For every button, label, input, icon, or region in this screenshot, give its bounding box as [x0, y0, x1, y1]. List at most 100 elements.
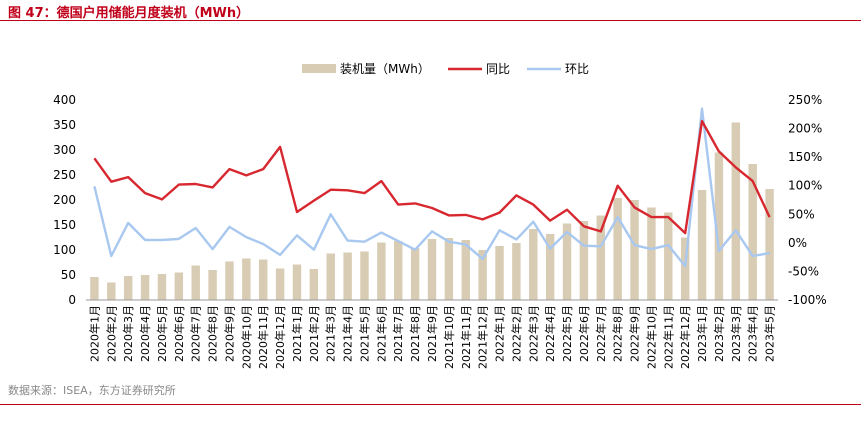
chart-title: 图 47：德国户用储能月度装机（MWh）: [8, 6, 250, 21]
x-tick-label: 2023年3月: [729, 305, 743, 362]
bar: [596, 215, 605, 300]
bar: [714, 152, 724, 300]
bar: [208, 270, 217, 300]
bar: [191, 265, 200, 300]
legend-label-mom: 环比: [565, 62, 589, 76]
x-tick-label: 2021年6月: [374, 305, 388, 362]
left-tick-label: 200: [53, 193, 76, 207]
x-tick-label: 2022年4月: [543, 305, 557, 362]
chart-legend: 装机量（MWh） 同比 环比: [302, 62, 589, 76]
bar: [292, 264, 302, 300]
bar: [225, 261, 234, 300]
left-tick-label: 0: [68, 293, 76, 307]
legend-swatch-bar: [302, 64, 336, 73]
left-tick-label: 50: [61, 268, 76, 282]
x-tick-label: 2023年5月: [763, 305, 777, 362]
x-tick-label: 2021年7月: [391, 305, 405, 362]
x-tick-label: 2020年1月: [87, 305, 101, 362]
bar: [765, 189, 774, 300]
x-tick-label: 2023年1月: [695, 305, 709, 362]
left-y-axis: 0 50 100 150 200 250 300 350 400: [53, 93, 76, 307]
bar: [242, 258, 251, 300]
x-tick-label: 2020年5月: [155, 305, 169, 362]
bar: [697, 190, 707, 300]
right-tick-label: 0%: [788, 236, 807, 250]
bar: [680, 237, 690, 300]
left-tick-label: 350: [53, 118, 76, 132]
x-tick-label: 2021年12月: [476, 305, 490, 369]
right-tick-label: -100%: [788, 293, 827, 307]
x-tick-label: 2022年1月: [493, 305, 507, 362]
bar: [157, 274, 167, 300]
bar: [275, 268, 285, 300]
x-tick-label: 2020年11月: [256, 305, 270, 369]
x-tick-label: 2022年6月: [577, 305, 591, 362]
right-tick-label: 50%: [788, 207, 815, 221]
title-divider: [0, 20, 861, 21]
bar: [512, 243, 521, 300]
x-tick-label: 2023年4月: [746, 305, 760, 362]
bar: [579, 221, 589, 300]
legend-label-yoy: 同比: [486, 62, 510, 76]
right-tick-label: 200%: [788, 122, 822, 136]
line-series: [93, 107, 771, 268]
bar: [123, 276, 133, 300]
right-tick-label: 150%: [788, 150, 822, 164]
bar: [529, 229, 538, 300]
footer-divider: [0, 404, 861, 405]
x-tick-label: 2022年12月: [678, 305, 692, 369]
x-tick-label: 2020年10月: [239, 305, 253, 369]
bar: [410, 248, 420, 300]
x-tick-label: 2021年8月: [408, 305, 422, 362]
right-y-axis: -100% -50% 0% 50% 100% 150% 200% 250%: [788, 93, 827, 307]
x-tick-label: 2021年2月: [307, 305, 321, 362]
left-tick-label: 250: [53, 168, 76, 182]
bar: [174, 272, 184, 300]
bar: [664, 212, 673, 300]
source-note: 数据来源：ISEA，东方证券研究所: [8, 384, 176, 397]
bar: [394, 241, 403, 300]
x-tick-label: 2022年7月: [594, 305, 608, 362]
x-tick-label: 2020年6月: [172, 305, 186, 362]
bar: [90, 277, 99, 300]
x-tick-label: 2021年3月: [324, 305, 338, 362]
x-tick-label: 2021年4月: [341, 305, 355, 362]
bar: [427, 239, 437, 300]
right-tick-label: -50%: [788, 264, 819, 278]
x-tick-label: 2022年11月: [661, 305, 675, 369]
bar: [326, 253, 335, 300]
bar: [630, 200, 639, 300]
bar: [377, 242, 386, 300]
bar: [495, 246, 504, 300]
bar: [545, 234, 555, 300]
x-tick-label: 2020年7月: [189, 305, 203, 362]
x-tick-label: 2022年2月: [509, 305, 523, 362]
bar: [107, 282, 116, 300]
left-tick-label: 100: [53, 243, 76, 257]
left-tick-label: 400: [53, 93, 76, 107]
left-tick-label: 300: [53, 143, 76, 157]
x-tick-label: 2021年10月: [442, 305, 456, 369]
legend-label-bar: 装机量（MWh）: [340, 62, 430, 76]
x-tick-label: 2022年3月: [526, 305, 540, 362]
x-tick-label: 2020年4月: [138, 305, 152, 362]
bar: [360, 251, 369, 300]
bar: [748, 164, 757, 300]
right-tick-label: 250%: [788, 93, 822, 107]
x-tick-label: 2021年11月: [459, 305, 473, 369]
x-tick-label: 2020年2月: [104, 305, 118, 362]
bar: [731, 122, 741, 300]
bar: [259, 259, 268, 300]
bar-series: [90, 122, 774, 300]
x-tick-label: 2022年9月: [628, 305, 642, 362]
x-tick-label: 2020年8月: [206, 305, 220, 362]
x-tick-label: 2023年2月: [712, 305, 726, 362]
bar: [343, 252, 352, 300]
bar: [613, 198, 622, 300]
x-tick-label: 2022年5月: [560, 305, 574, 362]
x-tick-label: 2021年1月: [290, 305, 304, 362]
yoy-line: [93, 119, 771, 235]
bar: [647, 207, 656, 300]
bar: [461, 240, 470, 300]
